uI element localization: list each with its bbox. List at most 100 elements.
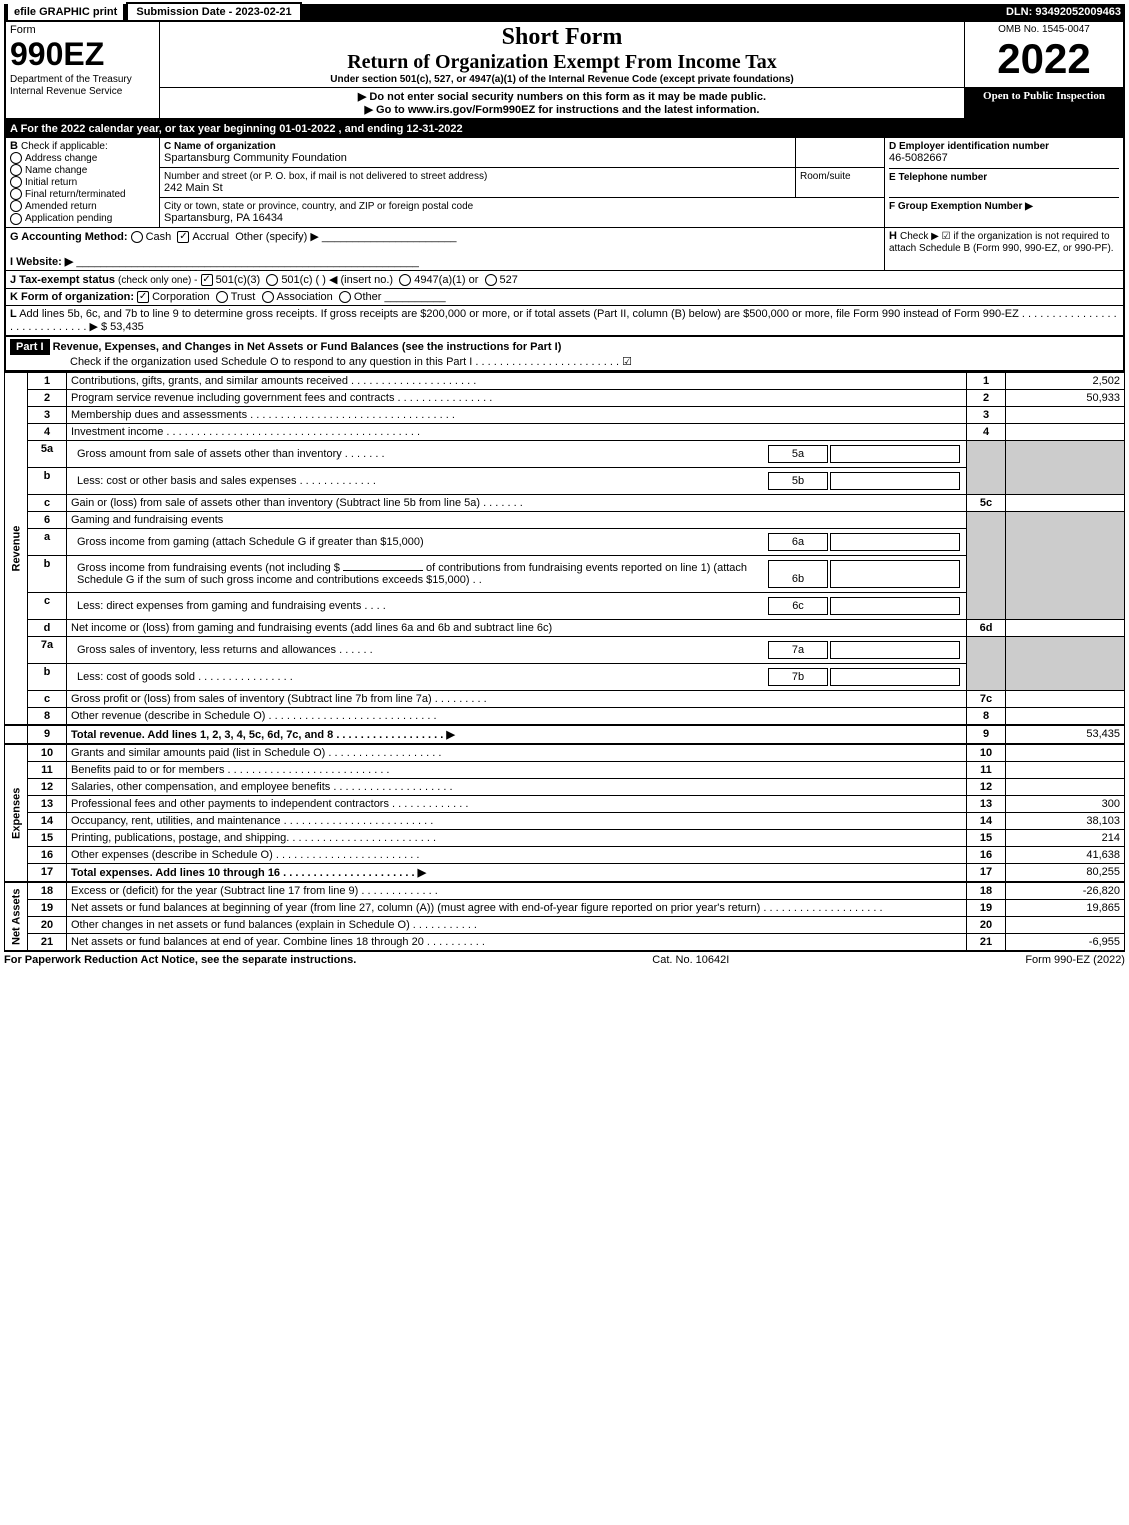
info-table: A For the 2022 calendar year, or tax yea… [4,120,1125,337]
line-20-amount [1006,916,1125,933]
line-5c-rn: 5c [967,494,1006,511]
line-7a-num: 7a [28,636,67,663]
line-3-rn: 3 [967,406,1006,423]
line-4-amount [1006,423,1125,440]
cash-radio[interactable] [131,231,143,243]
line-17-text: Total expenses. Add lines 10 through 16 … [67,863,967,882]
line-20-num: 20 [28,916,67,933]
line-5ab-amount-shaded [1006,440,1125,494]
line-7b-cell: Less: cost of goods sold . . . . . . . .… [67,663,967,690]
l-label: L [10,308,17,320]
line-12-num: 12 [28,778,67,795]
other-method-label: Other (specify) ▶ [235,231,319,243]
line-16-rn: 16 [967,846,1006,863]
527-checkbox[interactable] [485,274,497,286]
i-website-label: I Website: ▶ [10,256,73,268]
line-7b-subamount [830,668,960,686]
efile-label[interactable]: efile GRAPHIC print [8,4,123,20]
form-number: 990EZ [10,36,104,72]
501c3-checkbox[interactable] [201,274,213,286]
corp-label: Corporation [152,291,209,303]
501c3-label: 501(c)(3) [216,274,261,286]
dln: DLN: 93492052009463 [1006,6,1121,18]
org-name: Spartansburg Community Foundation [164,152,347,164]
other-org-label: Other [354,291,382,303]
line-7b-num: b [28,663,67,690]
line-6a-num: a [28,528,67,555]
line-7a-subamount [830,641,960,659]
4947-label: 4947(a)(1) or [414,274,478,286]
k-label: K Form of organization: [10,291,134,303]
h-text: Check ▶ ☑ if the organization is not req… [889,231,1114,254]
501c-checkbox[interactable] [266,274,278,286]
title-short: Short Form [164,24,960,51]
amended-checkbox[interactable] [10,200,22,212]
footer-left: For Paperwork Reduction Act Notice, see … [4,954,356,966]
line-5a-text: Gross amount from sale of assets other t… [73,445,766,463]
line-3-text: Membership dues and assessments . . . . … [67,406,967,423]
line-1-text: Contributions, gifts, grants, and simila… [67,372,967,389]
line-16-text: Other expenses (describe in Schedule O) … [67,846,967,863]
line-21-amount: -6,955 [1006,933,1125,951]
trust-checkbox[interactable] [216,291,228,303]
pending-checkbox[interactable] [10,213,22,225]
initial-checkbox[interactable] [10,176,22,188]
footer: For Paperwork Reduction Act Notice, see … [4,952,1125,966]
l-text: Add lines 5b, 6c, and 7b to line 9 to de… [10,308,1117,333]
irs: Internal Revenue Service [10,86,122,97]
line-7a-text: Gross sales of inventory, less returns a… [73,641,766,659]
room-label: Room/suite [800,171,851,182]
line-12-amount [1006,778,1125,795]
addr-change-checkbox[interactable] [10,152,22,164]
check-if-applicable: Check if applicable: [21,141,108,152]
initial-label: Initial return [25,177,77,188]
line-6a-subamount [830,533,960,551]
line-5c-text: Gain or (loss) from sale of assets other… [67,494,967,511]
form-label: Form [10,24,36,36]
line-6b-sub: 6b [768,560,828,588]
final-checkbox[interactable] [10,188,22,200]
501c-label: 501(c) ( ) ◀ (insert no.) [281,274,393,286]
line-13-amount: 300 [1006,795,1125,812]
final-label: Final return/terminated [25,189,126,200]
line-13-num: 13 [28,795,67,812]
accrual-radio[interactable] [177,231,189,243]
line-6a-sub: 6a [768,533,828,551]
line-8-num: 8 [28,707,67,725]
line-18-amount: -26,820 [1006,882,1125,900]
527-label: 527 [500,274,518,286]
line-6c-num: c [28,592,67,619]
line-7ab-rn-shaded [967,636,1006,690]
line-8-amount [1006,707,1125,725]
line-18-num: 18 [28,882,67,900]
line-6b-num: b [28,555,67,592]
line-6-amount-shaded [1006,511,1125,619]
line-6a-text: Gross income from gaming (attach Schedul… [73,533,766,551]
line-9-text: Total revenue. Add lines 1, 2, 3, 4, 5c,… [67,725,967,744]
other-org-checkbox[interactable] [339,291,351,303]
line-5b-text: Less: cost or other basis and sales expe… [73,472,766,490]
section-a: A For the 2022 calendar year, or tax yea… [5,121,1124,138]
line-19-num: 19 [28,899,67,916]
name-change-checkbox[interactable] [10,164,22,176]
part1-label: Part I [10,339,50,355]
footer-center: Cat. No. 10642I [652,954,729,966]
line-1-amount: 2,502 [1006,372,1125,389]
line-6b-cell: Gross income from fundraising events (no… [67,555,967,592]
4947-checkbox[interactable] [399,274,411,286]
ssn-note: ▶ Do not enter social security numbers o… [164,90,960,103]
top-bar: efile GRAPHIC print Submission Date - 20… [4,4,1125,20]
trust-label: Trust [231,291,256,303]
line-15-rn: 15 [967,829,1006,846]
city-label: City or town, state or province, country… [164,201,473,212]
assoc-checkbox[interactable] [262,291,274,303]
line-6-text: Gaming and fundraising events [67,511,967,528]
line-5a-num: 5a [28,440,67,467]
line-2-amount: 50,933 [1006,389,1125,406]
line-9-amount: 53,435 [1006,725,1125,744]
line-15-text: Printing, publications, postage, and shi… [67,829,967,846]
line-7c-num: c [28,690,67,707]
line-4-num: 4 [28,423,67,440]
line-10-rn: 10 [967,744,1006,762]
corp-checkbox[interactable] [137,291,149,303]
